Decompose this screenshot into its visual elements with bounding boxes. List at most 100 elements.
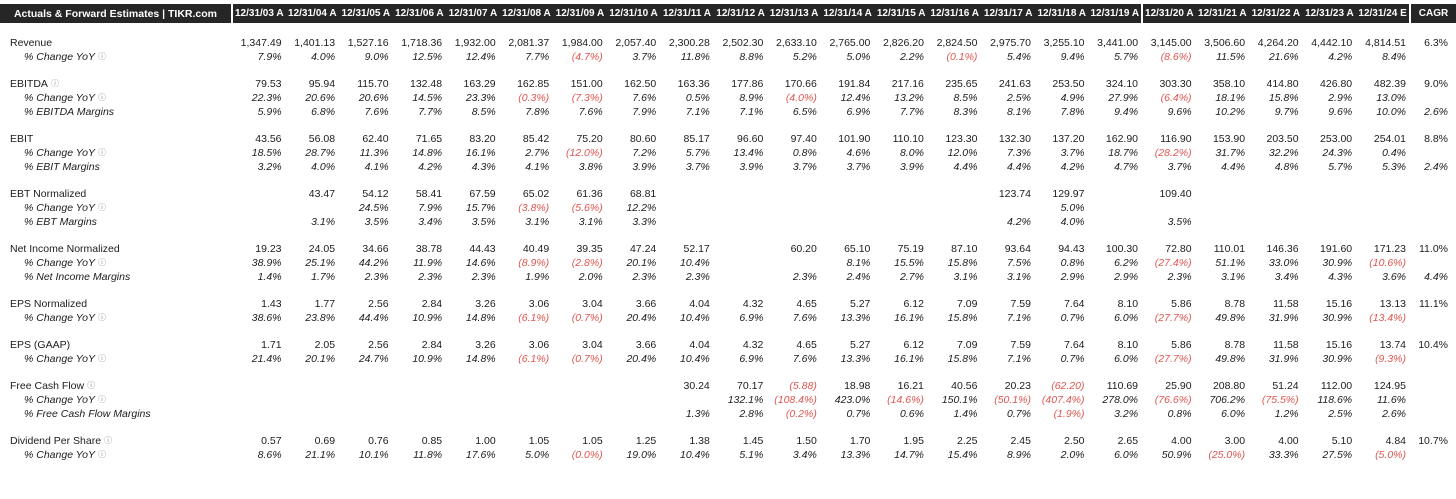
cell-value: 3.1% bbox=[1007, 271, 1031, 283]
cell-value: 1.4% bbox=[257, 271, 282, 283]
info-icon[interactable]: ⓘ bbox=[98, 148, 107, 157]
table-row: Dividend Per Share ⓘ 0.57 0.69 0.76 0.85 1.00 1… bbox=[0, 420, 1456, 447]
cell-value: 8.6% bbox=[257, 449, 282, 461]
cell-value: 118.6% bbox=[1317, 394, 1353, 406]
cell-value: 31.9% bbox=[1268, 353, 1299, 365]
cell-value: 2,975.70 bbox=[990, 37, 1031, 49]
cell-value: 13.2% bbox=[894, 92, 924, 104]
cell-value: (108.4%) bbox=[774, 394, 817, 406]
row-label: % Change YoY ⓘ bbox=[0, 392, 232, 406]
row-label: Revenue bbox=[0, 23, 232, 49]
cell-value: 2.3% bbox=[685, 271, 710, 283]
cell-value: 171.23 bbox=[1373, 243, 1406, 255]
cell-value bbox=[339, 406, 393, 420]
cell-value: 7.09 bbox=[957, 298, 978, 310]
info-icon[interactable]: ⓘ bbox=[98, 203, 107, 212]
info-icon[interactable]: ⓘ bbox=[87, 381, 96, 390]
cell-value: 482.39 bbox=[1373, 78, 1406, 90]
cell-value: 170.66 bbox=[784, 78, 817, 90]
cell-value: 5.7% bbox=[685, 147, 710, 159]
cell-value: 8.9% bbox=[739, 92, 764, 104]
cell-value: 163.36 bbox=[677, 78, 710, 90]
row-label: % EBITDA Margins bbox=[0, 104, 232, 118]
row-label: EBITDA ⓘ bbox=[0, 63, 232, 90]
cell-value: 23.8% bbox=[305, 312, 336, 324]
metric-group-net-income-normalized: Net Income Normalized 19.23 24.05 34.66 38.7… bbox=[0, 228, 1456, 283]
info-icon[interactable]: ⓘ bbox=[98, 93, 107, 102]
info-icon[interactable]: ⓘ bbox=[98, 52, 107, 61]
cell-value: 33.3% bbox=[1268, 449, 1299, 461]
financials-table-container: Actuals & Forward Estimates | TIKR.com 1… bbox=[0, 4, 1456, 461]
cell-value: 2.2% bbox=[899, 51, 924, 63]
cell-value: (6.1%) bbox=[518, 312, 550, 324]
cell-value: 0.5% bbox=[685, 92, 710, 104]
cell-value: 1,984.00 bbox=[561, 37, 603, 49]
info-icon[interactable]: ⓘ bbox=[98, 395, 107, 404]
cell-value: 1.9% bbox=[525, 271, 550, 283]
cell-value: 30.9% bbox=[1322, 312, 1353, 324]
cell-value: 94.43 bbox=[1058, 243, 1085, 255]
cell-value: 3,255.10 bbox=[1043, 37, 1085, 49]
cell-value: 100.30 bbox=[1105, 243, 1139, 255]
cell-value: 2.56 bbox=[368, 298, 389, 310]
cell-value: 15.5% bbox=[894, 257, 924, 269]
row-label: % Change YoY ⓘ bbox=[0, 351, 232, 365]
cell-value bbox=[714, 269, 768, 283]
table-row: % Change YoY ⓘ 21.4% 20.1% 24.7% 10.9% 14.8% (6… bbox=[0, 351, 1456, 365]
cell-value: 7.9% bbox=[632, 106, 657, 118]
cell-value: 11.9% bbox=[413, 257, 443, 269]
info-icon[interactable]: ⓘ bbox=[98, 258, 107, 267]
column-header-period: 12/31/05 A bbox=[339, 4, 393, 23]
row-label-text: % Change YoY bbox=[24, 312, 96, 324]
row-label: EBIT bbox=[0, 118, 232, 145]
cell-value: 3.06 bbox=[528, 339, 550, 351]
cell-value: (3.8%) bbox=[518, 202, 550, 214]
cell-value: 8.3% bbox=[953, 106, 978, 118]
cell-value: 162.90 bbox=[1105, 133, 1139, 145]
cell-value: 109.40 bbox=[1159, 188, 1192, 200]
cagr-value: 11.1% bbox=[1419, 298, 1448, 310]
cell-value bbox=[660, 173, 714, 200]
cell-value: 6.2% bbox=[1114, 257, 1139, 269]
cell-value: 12.5% bbox=[412, 51, 443, 63]
cell-value: 75.20 bbox=[576, 133, 603, 145]
cell-value: 39.35 bbox=[576, 243, 603, 255]
cell-value: 10.2% bbox=[1215, 106, 1246, 118]
cell-value: (25.0%) bbox=[1208, 449, 1246, 461]
cell-value: 2,765.00 bbox=[829, 37, 871, 49]
cell-value: 5.7% bbox=[1328, 161, 1353, 173]
info-icon[interactable]: ⓘ bbox=[50, 79, 59, 88]
cell-value: 7.1% bbox=[1007, 353, 1031, 365]
cagr-value bbox=[1410, 200, 1456, 214]
cell-value bbox=[928, 214, 982, 228]
cell-value: (62.20) bbox=[1051, 380, 1085, 392]
info-icon[interactable]: ⓘ bbox=[104, 436, 113, 445]
cell-value: 21.4% bbox=[251, 353, 282, 365]
cell-value: 71.65 bbox=[415, 133, 443, 145]
cell-value: 3,145.00 bbox=[1150, 37, 1192, 49]
cell-value: 7.7% bbox=[418, 106, 443, 118]
cell-value: 278.0% bbox=[1102, 394, 1139, 406]
info-icon[interactable]: ⓘ bbox=[98, 354, 107, 363]
table-row: % Change YoY ⓘ 38.9% 25.1% 44.2% 11.9% 14.6% (8… bbox=[0, 255, 1456, 269]
cell-value: 49.8% bbox=[1215, 312, 1246, 324]
cell-value: 7.09 bbox=[957, 339, 978, 351]
info-icon[interactable]: ⓘ bbox=[98, 450, 107, 459]
cell-value: 208.80 bbox=[1212, 380, 1246, 392]
info-icon[interactable]: ⓘ bbox=[98, 313, 107, 322]
cell-value: 8.5% bbox=[471, 106, 496, 118]
cell-value: 2,633.10 bbox=[775, 37, 817, 49]
cell-value bbox=[874, 200, 928, 214]
row-label-text: % Change YoY bbox=[24, 92, 96, 104]
cell-value: 132.30 bbox=[998, 133, 1031, 145]
cell-value: 20.6% bbox=[305, 92, 336, 104]
cell-value: 0.4% bbox=[1382, 147, 1406, 159]
cell-value: 15.7% bbox=[465, 202, 496, 214]
cell-value: 7.64 bbox=[1064, 298, 1085, 310]
cell-value: 7.2% bbox=[632, 147, 657, 159]
cell-value: 4.3% bbox=[1328, 271, 1353, 283]
column-header-period: 12/31/04 A bbox=[285, 4, 340, 23]
cell-value: 13.0% bbox=[1376, 92, 1406, 104]
table-row: % Change YoY ⓘ 18.5% 28.7% 11.3% 14.8% 16.1% 2.… bbox=[0, 145, 1456, 159]
table-row: EBITDA ⓘ 79.53 95.94 115.70 132.48 163.29 162.8… bbox=[0, 63, 1456, 90]
